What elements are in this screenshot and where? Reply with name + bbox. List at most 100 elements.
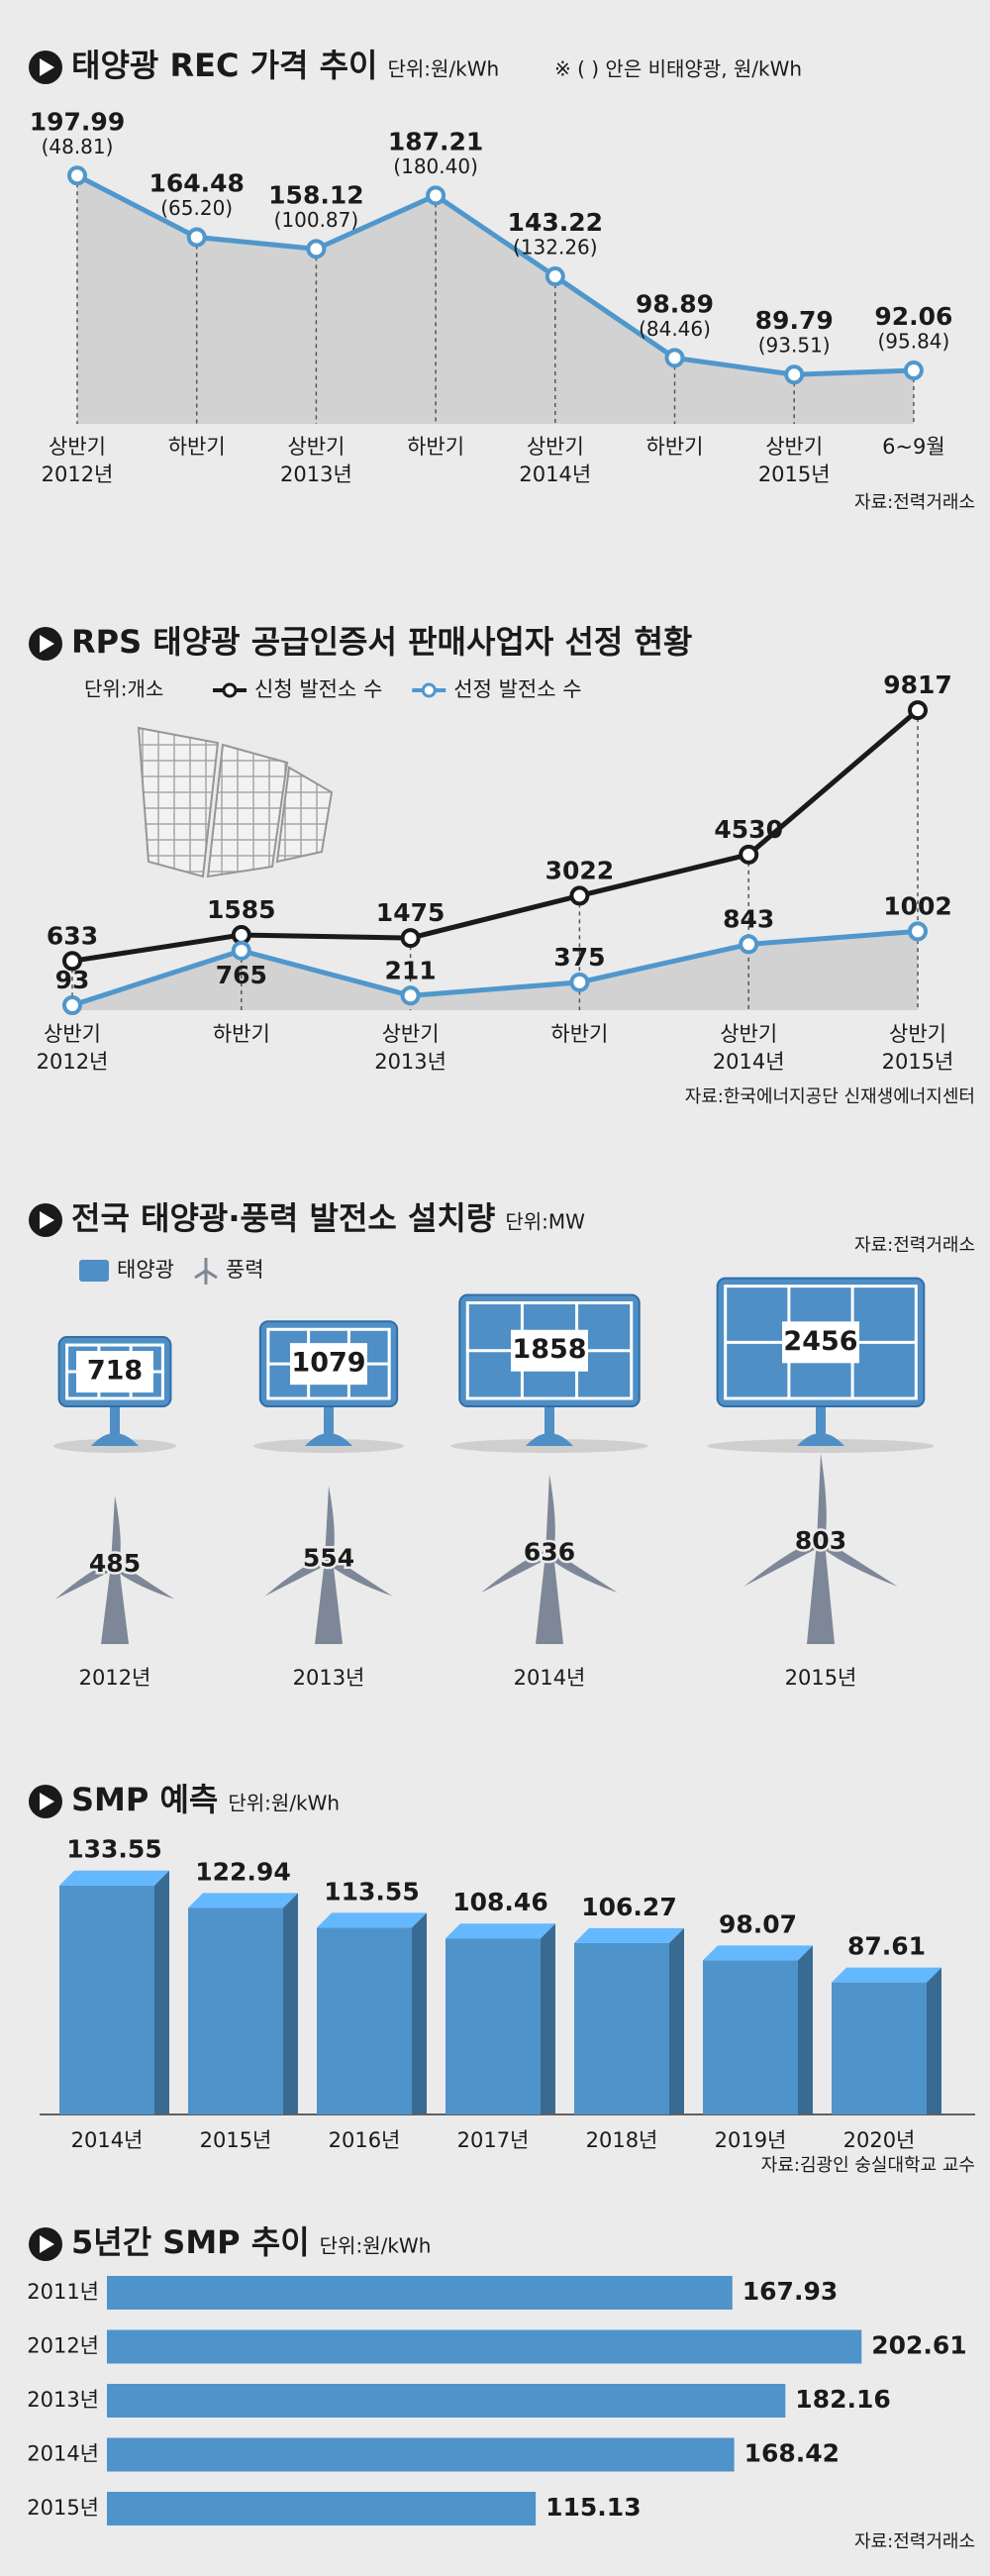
x-tick-label: 2014년 [713,1050,785,1074]
value-label: 106.27 [581,1893,676,1921]
solar-panel [57,1336,172,1408]
x-tick-label: 하반기 [213,1022,270,1046]
x-tick-label: 2015년 [758,463,831,486]
turbine-blade [819,1538,898,1587]
x-tick-label: 2012년 [79,1666,151,1690]
solar-panel [258,1320,399,1407]
y-tick-label: 2011년 [27,2280,99,2304]
value-label: 1858 [512,1334,586,1365]
x-tick-label: 상반기 [765,435,823,459]
turbine-blade [113,1561,175,1599]
unit-label: 단위:원/kWh [388,57,500,81]
point [231,940,251,961]
solar-panel [716,1277,926,1407]
point [908,921,928,942]
point [231,925,251,946]
value-label: 98.07 [719,1909,797,1938]
note: ※ ( ) 안은 비태양광, 원/kWh [554,57,802,81]
bar-front [188,1907,283,2114]
bar [107,2329,862,2364]
x-tick-label: 상반기 [527,435,584,459]
panel-label-bg [782,1321,859,1364]
bar-side [541,1923,555,2113]
value-label: 113.55 [324,1877,419,1906]
value-label: 4530 [714,815,783,844]
bar [107,2276,733,2310]
source: 자료:한국에너지공단 신재생에너지센터 [685,1086,975,1107]
illustration-panel [137,726,220,878]
value-label: 98.89 [636,289,714,318]
bar-side [798,1945,813,2113]
x-tick-label: 2020년 [843,2128,916,2152]
point [784,364,805,385]
value-label: 1585 [207,895,276,924]
bar [59,1870,169,2114]
point [186,227,207,248]
panel-label-bg [511,1329,588,1372]
value-label: 3022 [545,856,615,884]
legend-label: 신청 발전소 수 [254,677,382,701]
x-tick-label: 상반기 [720,1022,777,1046]
panel-base [526,1433,573,1446]
x-tick-label: 2017년 [457,2128,530,2152]
value-label: 187.21 [388,127,483,155]
source: 자료:전력거래소 [854,2531,975,2552]
bar-front [832,1982,927,2114]
panel-stand [324,1406,334,1434]
illustration-panel [275,766,334,864]
turbine-blade [480,1549,551,1594]
value-label: 843 [723,904,774,933]
bar-top [446,1923,555,1939]
title-icon-arrow [40,1211,54,1229]
x-tick-label: 2014년 [519,463,591,486]
turbine-hub [108,1557,122,1572]
x-tick-label: 상반기 [382,1022,440,1046]
point [569,972,590,992]
value-label: 718 [87,1356,143,1387]
wind-turbine [743,1453,898,1644]
point [739,844,759,865]
value-label: 765 [216,961,267,989]
chart-title: 태양광 REC 가격 추이 [71,47,378,84]
value-label: 168.42 [744,2439,840,2468]
x-tick-label: 2018년 [586,2128,658,2152]
value-label: 133.55 [66,1835,161,1864]
value-label: 164.48 [148,169,244,198]
x-tick-label: 하반기 [407,435,464,459]
bar [188,1893,298,2114]
secondary-value-label: (84.46) [639,317,711,341]
bar-top [832,1967,941,1983]
title-icon-arrow [40,58,54,76]
illustration-panel [206,743,289,878]
x-tick-label: 상반기 [49,435,106,459]
point [739,934,759,955]
turbine-tower [315,1559,343,1644]
bar-side [927,1967,941,2113]
point [903,361,924,381]
bar-top [574,1927,684,1943]
bar-front [446,1938,541,2114]
y-tick-label: 2012년 [27,2334,99,2358]
title-icon-arrow [40,2235,54,2253]
wind-turbine [264,1486,393,1644]
secondary-value-label: (48.81) [42,135,114,158]
panel-label-bg [290,1343,367,1386]
point [62,951,82,972]
y-tick-label: 2015년 [27,2496,99,2520]
title-icon-arrow [40,635,54,653]
bar [703,1945,813,2114]
solar-illustration [137,726,334,878]
x-tick-label: 2013년 [280,463,352,486]
value-label: 636 [524,1537,575,1566]
point [664,348,685,368]
legend-icon [79,1260,109,1282]
panel-base [91,1433,139,1446]
value-label: 197.99 [30,107,125,136]
turbine-blade [54,1561,117,1599]
value-label: 375 [553,943,605,972]
x-tick-label: 2019년 [715,2128,787,2152]
turbine-hub [814,1535,828,1550]
legend-label: 태양광 [117,1258,174,1282]
source: 자료:전력거래소 [854,1235,975,1256]
x-tick-label: 상반기 [287,435,345,459]
